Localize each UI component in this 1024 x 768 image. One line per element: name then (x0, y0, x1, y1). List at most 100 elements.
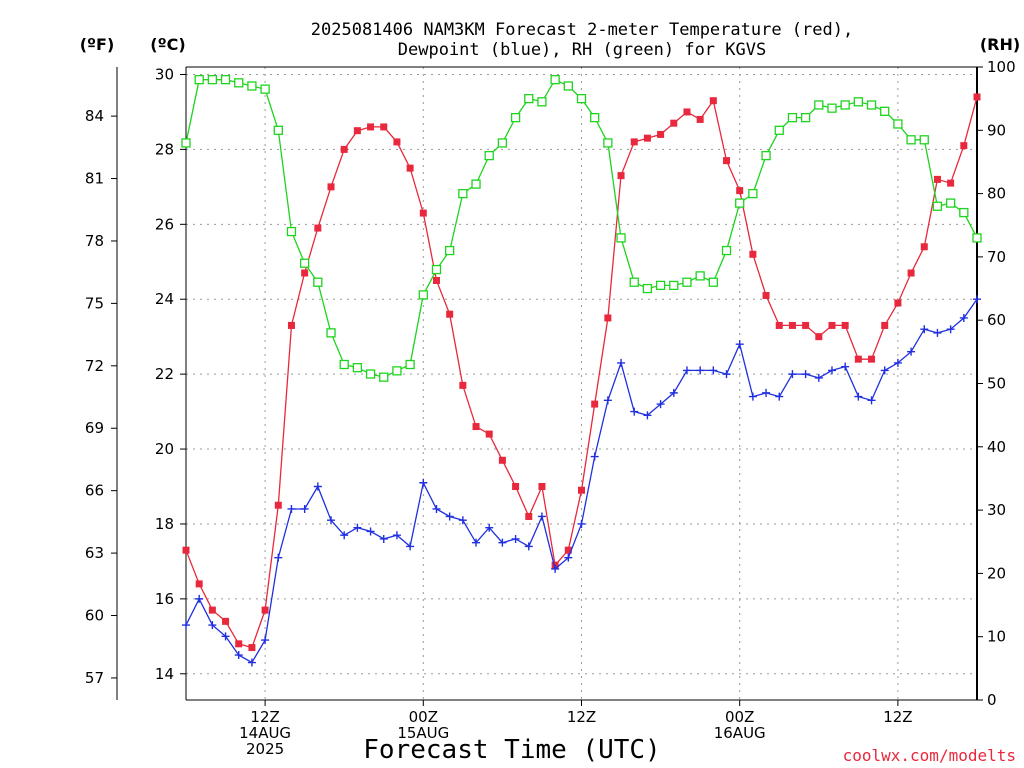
temperature-point (222, 617, 230, 625)
temperature-point (393, 138, 401, 146)
rh-point (392, 366, 402, 376)
fahrenheit-tick-label: 81 (85, 170, 104, 188)
temperature-point (709, 97, 717, 105)
dewpoint-point (814, 373, 823, 382)
x-tick-label: 2025 (246, 740, 284, 758)
rh-point (932, 201, 943, 211)
dewpoint-point (524, 542, 533, 551)
celsius-tick-label: 22 (155, 365, 174, 383)
x-tick-label: 00Z (409, 708, 438, 726)
dewpoint-point (498, 538, 507, 547)
dewpoint-point (247, 658, 256, 667)
rh-point (840, 100, 850, 110)
temperature-point (617, 172, 625, 180)
rh-point (299, 258, 310, 268)
temperature-point (512, 483, 520, 491)
dewpoint-point (827, 366, 836, 375)
rh-point (972, 233, 982, 243)
chart-title-line-2: Dewpoint (blue), RH (green) for KGVS (398, 40, 766, 60)
dewpoint-point (485, 523, 494, 532)
temperature-point (274, 501, 282, 509)
rh-point (510, 112, 521, 123)
dewpoint-point (300, 504, 309, 513)
fahrenheit-tick-label: 57 (85, 669, 104, 687)
celsius-tick-label: 30 (155, 65, 174, 83)
dewpoint-point (472, 538, 481, 547)
rh-point (616, 233, 626, 243)
fahrenheit-tick-label: 69 (85, 419, 104, 437)
temperature-point (525, 512, 533, 520)
temperature-point (327, 183, 335, 191)
dewpoint-point (973, 295, 981, 304)
dewpoint-point (511, 534, 520, 543)
rh-point (365, 369, 376, 379)
rh-tick-label: 80 (987, 185, 1006, 203)
rh-point (906, 135, 916, 145)
rh-point (194, 75, 204, 85)
dewpoint-point (801, 370, 810, 379)
dewpoint-point (656, 400, 665, 409)
temperature-point (287, 321, 295, 329)
x-tick-label: 00Z (725, 708, 754, 726)
dewpoint-point (959, 313, 968, 322)
temperature-point (920, 243, 928, 251)
rh-tick-label: 90 (987, 121, 1006, 139)
temperature-point (802, 321, 810, 329)
temperature-point (208, 606, 216, 614)
rh-tick-label: 10 (987, 628, 1006, 646)
rh-axis-label: (RH) (980, 35, 1020, 54)
rh-point (669, 280, 679, 291)
dewpoint-point (762, 388, 771, 397)
rh-point (800, 112, 811, 123)
temperature-series (182, 93, 981, 652)
dewpoint-series (182, 295, 981, 667)
rh-point (787, 112, 798, 123)
rh-point (234, 78, 244, 88)
rh-point (445, 245, 455, 256)
fahrenheit-tick-label: 63 (85, 544, 104, 562)
temperature-point (973, 93, 981, 101)
rh-point (286, 226, 297, 237)
temperature-point (472, 423, 480, 431)
temperature-point (432, 276, 440, 284)
x-axis-label: Forecast Time (UTC) (363, 735, 660, 765)
celsius-tick-label: 18 (155, 515, 174, 533)
temperature-point (854, 355, 862, 363)
rh-point (959, 207, 969, 218)
temperature-point (762, 291, 770, 299)
dewpoint-point (392, 531, 401, 540)
temperature-point (696, 115, 704, 123)
rh-point (550, 75, 560, 85)
celsius-tick-label: 14 (155, 665, 174, 683)
temperature-point (578, 486, 585, 494)
dewpoint-point (669, 388, 678, 397)
dewpoint-point (551, 564, 560, 573)
rh-tick-label: 0 (987, 691, 997, 709)
rh-tick-label: 40 (987, 438, 1006, 456)
temperature-point (195, 580, 203, 588)
axes: 14 16 18 20 22 24 26 28 30 57 60 63 66 69 72 75 78 81 84 0 1… (85, 58, 1016, 709)
dewpoint-point (353, 523, 362, 532)
rh-point (431, 264, 442, 275)
temperature-point (446, 310, 454, 318)
temperature-point (261, 606, 269, 614)
rh-point (708, 277, 718, 287)
x-tick-label: 14AUG (239, 724, 291, 742)
dewpoint-point (287, 504, 296, 513)
rh-point (405, 359, 415, 370)
rh-point (563, 81, 573, 91)
rh-point (352, 363, 363, 373)
rh-point (814, 100, 824, 110)
rh-point (827, 103, 837, 113)
rh-point (603, 138, 613, 148)
temperature-point (723, 157, 731, 165)
dewpoint-point (221, 632, 230, 641)
fahrenheit-tick-label: 72 (85, 357, 104, 375)
temperature-point (604, 314, 612, 322)
celsius-tick-label: 24 (155, 290, 174, 308)
temperature-point (485, 430, 493, 438)
rh-tick-label: 60 (987, 311, 1006, 329)
rh-point (576, 94, 587, 104)
dewpoint-point (537, 512, 546, 521)
dewpoint-point (722, 370, 731, 379)
